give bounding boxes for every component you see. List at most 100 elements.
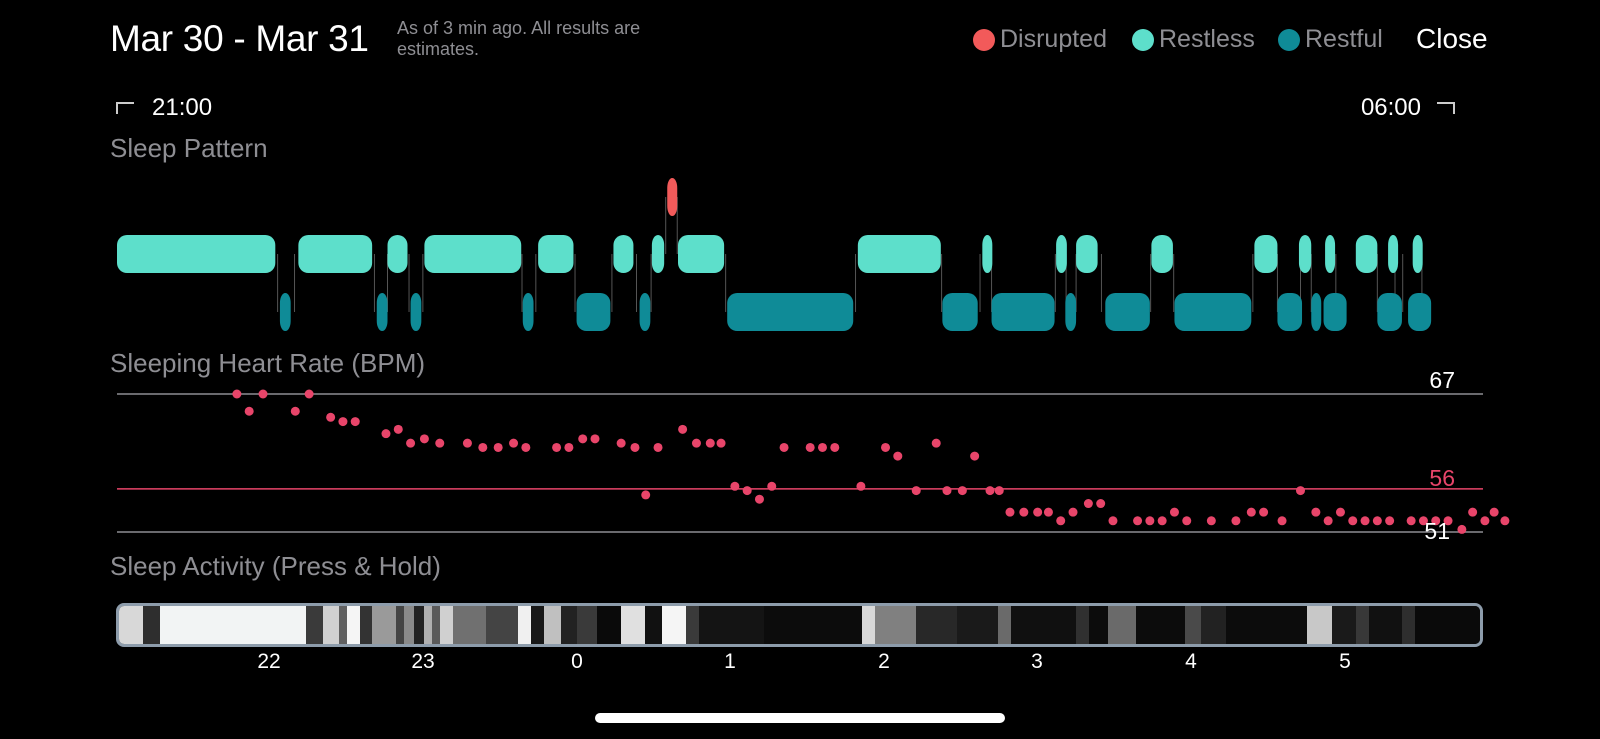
hr-point (767, 481, 777, 491)
activity-segment (1088, 606, 1109, 644)
activity-segment (1201, 606, 1226, 644)
activity-segment (119, 606, 144, 644)
activity-segment (997, 606, 1011, 644)
restful-segment (1065, 293, 1077, 331)
hr-max-label: 67 (1429, 367, 1455, 393)
hr-point (994, 486, 1004, 496)
restless-segment (1076, 235, 1098, 273)
hr-point (1418, 516, 1428, 526)
restless-segment (678, 235, 725, 273)
activity-segment (453, 606, 486, 644)
hr-point (1145, 516, 1155, 526)
activity-segment (339, 606, 348, 644)
restless-segment (387, 235, 408, 273)
hr-point (1005, 507, 1015, 517)
estimate-note: As of 3 min ago. All results are estimat… (397, 18, 641, 59)
restless-segment (1254, 235, 1278, 273)
activity-segment (1075, 606, 1089, 644)
activity-label: Sleep Activity (Press & Hold) (110, 551, 441, 581)
hr-point (493, 442, 503, 452)
sleep-pattern-label: Sleep Pattern (110, 133, 268, 163)
restful-segment (1174, 293, 1252, 331)
hr-point (1489, 507, 1499, 517)
hr-point (705, 438, 715, 448)
hr-point (350, 417, 360, 427)
restless-segment (1325, 235, 1336, 273)
hr-point (244, 406, 254, 416)
legend-label: Restful (1305, 25, 1383, 53)
home-indicator[interactable] (595, 713, 1005, 723)
hr-point (805, 442, 815, 452)
restful-segment (942, 293, 978, 331)
activity-segment (1414, 606, 1480, 644)
hr-point (1083, 499, 1093, 509)
hr-point (1348, 516, 1358, 526)
hr-point (1468, 507, 1478, 517)
restful-dot-icon (1278, 28, 1300, 51)
activity-segment (1184, 606, 1202, 644)
activity-segment (916, 606, 957, 644)
activity-segment (518, 606, 532, 644)
restless-dot-icon (1132, 28, 1154, 51)
hr-point (478, 442, 488, 452)
heart-rate-label: Sleeping Heart Rate (BPM) (110, 348, 426, 378)
disrupted-dot-icon (973, 28, 995, 51)
bracket-right-icon (1437, 102, 1455, 114)
hr-point (406, 438, 416, 448)
hr-point (326, 412, 336, 422)
hr-point (1457, 524, 1467, 534)
hr-point (931, 438, 941, 448)
hr-point (338, 417, 348, 427)
activity-bar[interactable] (116, 603, 1483, 647)
activity-segment (404, 606, 415, 644)
activity-segment (485, 606, 519, 644)
restful-segment (576, 293, 611, 331)
hr-point (1431, 516, 1441, 526)
activity-segment (764, 606, 863, 644)
activity-segment (1401, 606, 1415, 644)
hr-point (552, 442, 562, 452)
hr-point (1231, 516, 1241, 526)
hr-point (564, 442, 574, 452)
legend-restful: Restful (1278, 25, 1383, 54)
activity-segment (862, 606, 876, 644)
restless-segment (982, 235, 993, 273)
restless-segment (613, 235, 634, 273)
hr-point (304, 389, 314, 399)
hr-point (970, 451, 980, 461)
activity-segment (686, 606, 700, 644)
hr-point (1246, 507, 1256, 517)
hr-point (716, 438, 726, 448)
hr-point (1133, 516, 1143, 526)
hr-point (381, 429, 391, 439)
hr-point (1033, 507, 1043, 517)
hr-point (1259, 507, 1269, 517)
hr-point (754, 494, 764, 504)
axis-tick: 5 (1339, 650, 1351, 673)
hr-point (1108, 516, 1118, 526)
axis-tick: 2 (878, 650, 890, 673)
bracket-left-icon (116, 102, 134, 114)
hr-point (578, 434, 588, 444)
activity-segment (322, 606, 340, 644)
activity-segment (159, 606, 307, 644)
activity-segment (596, 606, 622, 644)
hr-point (1480, 516, 1490, 526)
activity-segment (1331, 606, 1357, 644)
range-start: 21:00 (116, 94, 212, 122)
restful-segment (639, 293, 651, 331)
legend-label: Disrupted (1000, 25, 1107, 53)
hr-point (1096, 499, 1106, 509)
hr-point (1406, 516, 1416, 526)
hr-point (1443, 516, 1453, 526)
activity-segment (544, 606, 561, 644)
hr-point (1043, 507, 1053, 517)
axis-tick: 22 (257, 650, 281, 673)
close-button[interactable]: Close (1416, 23, 1488, 54)
activity-segment (431, 606, 441, 644)
restful-segment (1377, 293, 1402, 331)
hr-point (742, 486, 752, 496)
hr-min-label: 51 (1424, 518, 1450, 544)
restless-segment (1056, 235, 1067, 273)
restless-segment (857, 235, 941, 273)
